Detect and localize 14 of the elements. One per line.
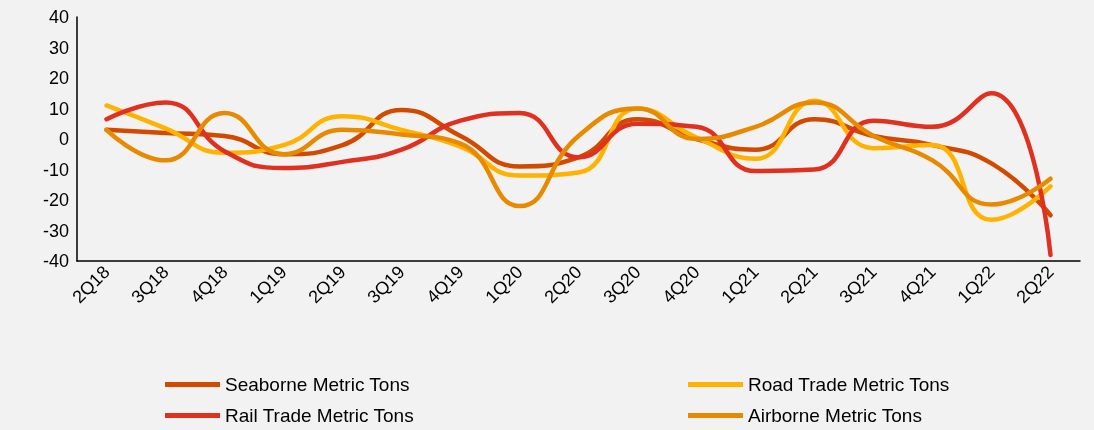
y-tick-label: 0: [58, 129, 69, 149]
y-tick-label: -10: [42, 159, 69, 180]
y-tick-label: -20: [42, 190, 69, 210]
y-tick-label: 10: [48, 98, 69, 119]
legend-label: Rail Trade Metric Tons: [225, 405, 414, 426]
line-series: [104, 91, 1053, 258]
y-tick-label: 20: [48, 68, 69, 88]
y-tick-label: 40: [48, 7, 69, 27]
legend-label: Airborne Metric Tons: [748, 405, 922, 426]
legend-label: Seaborne Metric Tons: [225, 374, 410, 395]
y-tick-label: 30: [48, 37, 69, 58]
y-tick-label: -30: [42, 220, 69, 241]
legend-label: Road Trade Metric Tons: [748, 374, 950, 395]
y-tick-label: -40: [42, 251, 69, 271]
